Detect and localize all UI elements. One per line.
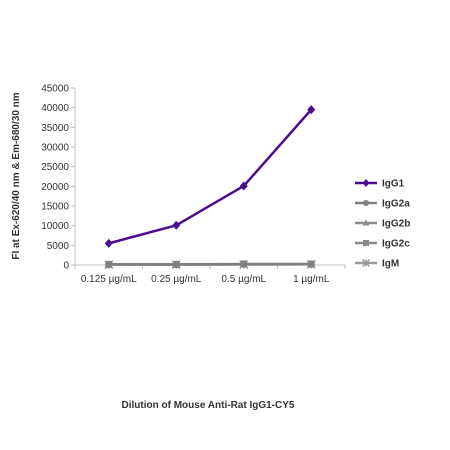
data-point-igg2a xyxy=(172,260,180,268)
y-tick-label: 0 xyxy=(63,261,69,272)
data-point-igg1 xyxy=(104,238,113,248)
legend-label-igg2b: IgG2b xyxy=(382,219,410,230)
x-tick-label: 0.125 µg/mL xyxy=(81,274,137,285)
data-point-igg2a xyxy=(307,260,315,268)
y-tick-label: 5000 xyxy=(47,241,70,252)
data-point-igg1 xyxy=(239,181,248,191)
y-tick-label: 30000 xyxy=(41,143,69,154)
x-tick-label: 0.25 µg/mL xyxy=(151,274,202,285)
legend-item-igg1: IgG1 xyxy=(355,179,405,190)
legend-label-igg2a: IgG2a xyxy=(382,199,410,210)
legend-item-igg2a: IgG2a xyxy=(355,199,410,210)
series-line-igg1 xyxy=(108,108,313,245)
data-point-igg1 xyxy=(307,105,316,115)
y-tick-label: 25000 xyxy=(41,162,69,173)
legend-marker-igg2c xyxy=(363,240,369,246)
plot-area xyxy=(74,88,345,266)
legend-item-igg2b: IgG2b xyxy=(355,219,410,230)
x-tick-label: 0.5 µg/mL xyxy=(221,274,266,285)
y-tick-label: 45000 xyxy=(41,84,69,95)
y-axis-title: FI at Ex-620/40 nm & Em-680/30 nm xyxy=(11,92,22,259)
legend-marker-igm xyxy=(362,259,370,267)
data-point-igg2a xyxy=(240,260,248,268)
y-tick-label: 40000 xyxy=(41,103,69,114)
legend-marker-igg2a xyxy=(363,200,369,206)
legend-label-igm: IgM xyxy=(382,259,399,270)
y-tick-label: 10000 xyxy=(41,221,69,232)
series-igg2a xyxy=(105,260,315,268)
data-point-igg1 xyxy=(172,220,181,230)
legend-label-igg1: IgG1 xyxy=(382,179,405,190)
legend-marker-igg2b xyxy=(362,219,370,226)
legend-item-igg2c: IgG2c xyxy=(355,239,410,250)
y-axis-ticks: 0 5000 10000 15000 20000 25000 30000 35000 40000… xyxy=(41,84,75,272)
legend-label-igg2c: IgG2c xyxy=(382,239,410,250)
series-igg1 xyxy=(104,105,316,248)
legend-item-igm: IgM xyxy=(355,259,399,270)
x-tick-label: 1 µg/mL xyxy=(293,274,330,285)
y-tick-label: 35000 xyxy=(41,123,69,134)
x-axis-ticks: 0.125 µg/mL 0.25 µg/mL 0.5 µg/mL 1 µg/mL xyxy=(74,265,346,285)
y-tick-label: 15000 xyxy=(41,202,69,213)
x-axis-title: Dilution of Mouse Anti-Rat IgG1-CY5 xyxy=(122,400,295,411)
data-point-igg2a xyxy=(105,260,113,268)
y-tick-label: 20000 xyxy=(41,182,69,193)
legend: IgG1 IgG2a IgG2b IgG2c IgM xyxy=(355,179,410,270)
legend-marker-igg1 xyxy=(362,179,370,187)
series-layer xyxy=(104,105,316,270)
